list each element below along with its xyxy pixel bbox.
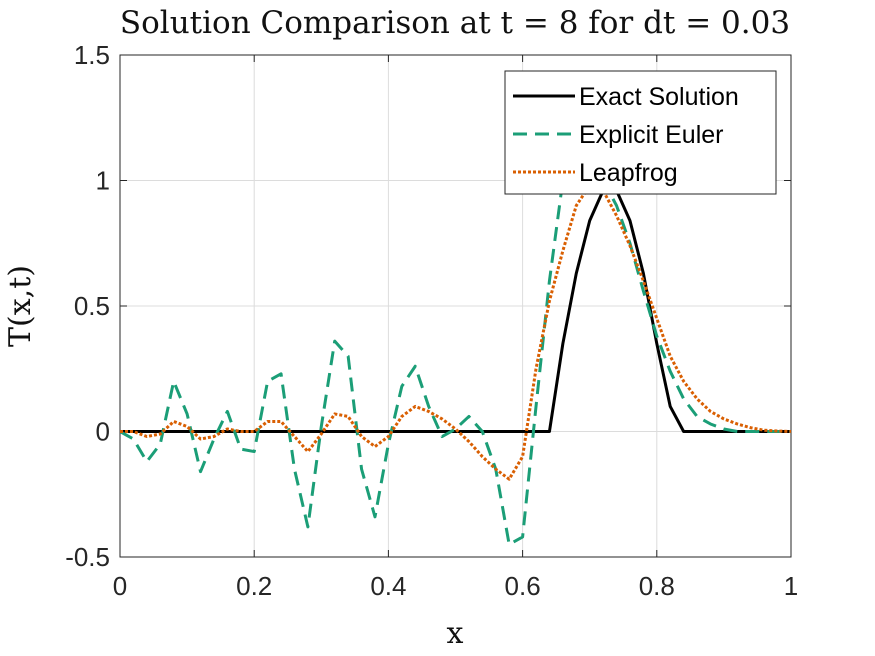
series-line-explicit-euler xyxy=(120,166,791,546)
y-tick-label: 1 xyxy=(96,166,110,196)
x-axis-label: x xyxy=(447,616,464,651)
x-tick-label: 0.8 xyxy=(639,571,675,601)
x-tick-label: 0.4 xyxy=(370,571,406,601)
x-tick-label: 0 xyxy=(113,571,127,601)
y-axis-label: T(x,t) xyxy=(3,265,38,347)
x-tick-label: 1 xyxy=(784,571,798,601)
y-tick-label: -0.5 xyxy=(65,542,110,572)
y-tick-label: 1.5 xyxy=(74,40,110,70)
y-tick-label: 0 xyxy=(96,417,110,447)
series-line-leapfrog xyxy=(120,184,791,481)
legend-label: Exact Solution xyxy=(579,83,739,111)
x-tick-label: 0.6 xyxy=(505,571,541,601)
x-tick-label: 0.2 xyxy=(236,571,272,601)
y-tick-label: 0.5 xyxy=(74,291,110,321)
axis-ticks: 0 0.2 0.4 0.6 0.8 1-0.500.511.5 xyxy=(65,40,798,601)
legend: Exact Solution Explicit Euler Leapfrog xyxy=(504,70,777,195)
chart-title: Solution Comparison at t = 8 for dt = 0.… xyxy=(120,5,790,41)
legend-label: Explicit Euler xyxy=(579,121,724,149)
legend-label: Leapfrog xyxy=(579,159,678,187)
